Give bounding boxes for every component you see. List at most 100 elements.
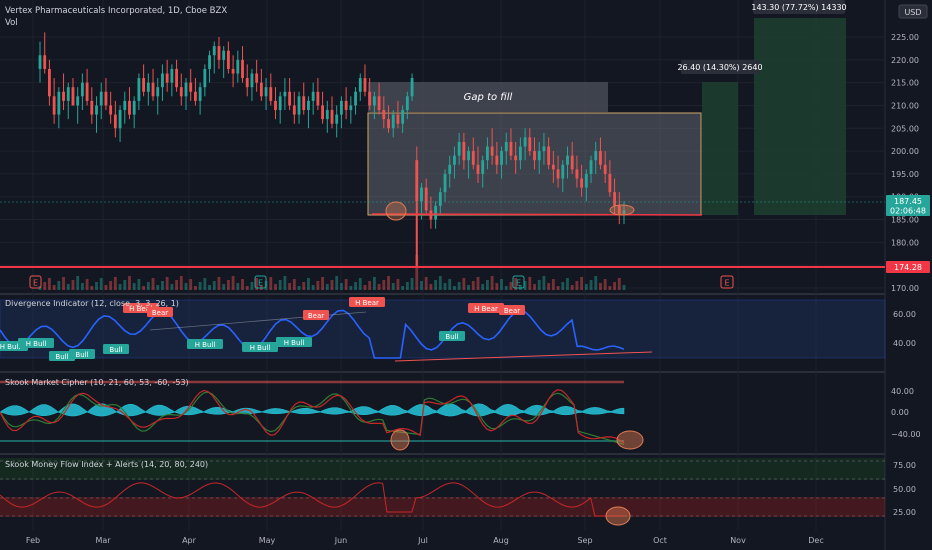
candle-body[interactable]: [321, 105, 324, 120]
candle-body[interactable]: [514, 155, 518, 161]
mfi-title[interactable]: Skook Money Flow Index + Alerts (14, 20,…: [5, 460, 208, 469]
candle-body[interactable]: [349, 105, 353, 111]
candle-body[interactable]: [264, 87, 268, 97]
candle-body[interactable]: [151, 82, 155, 97]
divergence-label-tag[interactable]: [18, 338, 54, 348]
divergence-label-tag[interactable]: [349, 297, 385, 307]
candle-body[interactable]: [368, 91, 372, 106]
candle-body[interactable]: [528, 137, 532, 152]
time-axis[interactable]: Feb Mar Apr May Jun Jul Aug Sep Oct Nov Dec: [26, 536, 824, 545]
candle-body[interactable]: [608, 173, 612, 193]
candle-body[interactable]: [194, 91, 197, 101]
earnings-marker[interactable]: [29, 275, 42, 289]
candle-body[interactable]: [396, 114, 400, 124]
earnings-marker[interactable]: [512, 275, 525, 289]
candle-body[interactable]: [354, 91, 357, 106]
candle-body[interactable]: [292, 105, 296, 115]
cipher-wave[interactable]: [0, 403, 625, 417]
divergence-label-tag[interactable]: [242, 342, 278, 352]
candle-body[interactable]: [471, 151, 475, 165]
candle-body[interactable]: [118, 110, 122, 129]
cipher-highlight[interactable]: [390, 429, 410, 451]
measure-box-large[interactable]: [754, 18, 846, 215]
candle-body[interactable]: [420, 187, 423, 202]
divergence-title[interactable]: Divergence Indicator (12, close, 3, 3, 2…: [5, 299, 179, 308]
candle-body[interactable]: [217, 46, 221, 60]
low-highlight[interactable]: [385, 201, 407, 221]
candle-body[interactable]: [189, 82, 193, 92]
candle-body[interactable]: [90, 100, 94, 115]
candle-body[interactable]: [434, 205, 438, 220]
candle-body[interactable]: [161, 73, 164, 88]
candle-body[interactable]: [410, 78, 414, 97]
candle-body[interactable]: [80, 82, 84, 97]
candle-body[interactable]: [212, 46, 216, 56]
chart-title[interactable]: Vertex Pharmaceuticals Incorporated, 1D,…: [5, 6, 227, 16]
candle-body[interactable]: [231, 68, 235, 74]
candle-body[interactable]: [52, 96, 56, 115]
currency-badge[interactable]: [898, 4, 928, 19]
candle-body[interactable]: [278, 96, 282, 111]
volume-label[interactable]: Vol: [5, 18, 18, 28]
divergence-label-tag[interactable]: [439, 331, 465, 341]
candle-body[interactable]: [391, 114, 395, 129]
candle-body[interactable]: [547, 146, 551, 165]
candle-body[interactable]: [467, 151, 470, 161]
candle-body[interactable]: [311, 91, 315, 101]
low-highlight[interactable]: [609, 204, 635, 216]
mfi-highlight[interactable]: [605, 506, 631, 526]
candle-body[interactable]: [453, 155, 456, 165]
divergence-label-tag[interactable]: [303, 310, 329, 320]
candle-body[interactable]: [495, 155, 499, 165]
candle-body[interactable]: [438, 192, 442, 206]
candle-body[interactable]: [222, 50, 226, 60]
candle-body[interactable]: [99, 91, 103, 106]
candle-body[interactable]: [486, 146, 489, 161]
candle-body[interactable]: [335, 114, 339, 124]
candle-body[interactable]: [542, 146, 546, 152]
candle-body[interactable]: [208, 55, 211, 69]
earnings-marker[interactable]: [720, 275, 734, 289]
candle-body[interactable]: [203, 68, 207, 88]
candle-body[interactable]: [48, 68, 51, 97]
candle-body[interactable]: [575, 169, 579, 179]
candle-body[interactable]: [613, 192, 616, 206]
candle-body[interactable]: [307, 100, 310, 111]
candle-body[interactable]: [363, 78, 367, 92]
candle-body[interactable]: [561, 164, 565, 179]
divergence-label-tag[interactable]: [49, 351, 75, 361]
candle-body[interactable]: [584, 173, 588, 188]
candlestick-series[interactable]: [38, 32, 626, 268]
candle-body[interactable]: [462, 141, 466, 161]
divergence-label-tag[interactable]: [69, 349, 95, 359]
trend-line[interactable]: [371, 213, 703, 216]
candle-body[interactable]: [85, 82, 89, 101]
candle-body[interactable]: [241, 59, 244, 79]
candle-body[interactable]: [344, 100, 348, 111]
candle-body[interactable]: [556, 169, 560, 179]
candle-body[interactable]: [537, 151, 541, 161]
candle-body[interactable]: [580, 178, 584, 188]
candle-body[interactable]: [340, 100, 343, 115]
candle-body[interactable]: [179, 87, 183, 97]
candle-body[interactable]: [250, 73, 254, 88]
candle-body[interactable]: [255, 73, 259, 83]
candle-body[interactable]: [504, 141, 508, 152]
candle-body[interactable]: [184, 82, 188, 97]
candle-body[interactable]: [274, 100, 277, 111]
candle-body[interactable]: [146, 82, 150, 92]
candle-body[interactable]: [372, 96, 376, 106]
candle-body[interactable]: [382, 110, 386, 120]
candle-body[interactable]: [109, 105, 113, 115]
cipher-slow-line[interactable]: [0, 389, 625, 444]
candle-body[interactable]: [622, 210, 626, 215]
candle-body[interactable]: [490, 146, 494, 156]
candle-body[interactable]: [405, 96, 409, 111]
candle-body[interactable]: [424, 187, 428, 211]
candle-body[interactable]: [170, 68, 174, 83]
cipher-highlight[interactable]: [616, 430, 644, 450]
measure-box-small[interactable]: [702, 82, 738, 215]
candle-body[interactable]: [142, 78, 146, 92]
